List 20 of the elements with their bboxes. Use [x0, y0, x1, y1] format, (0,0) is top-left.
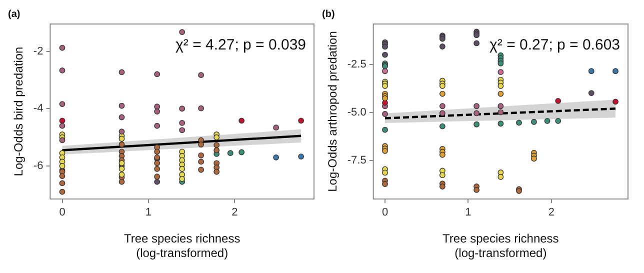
x-tick-label: 1	[145, 206, 152, 219]
annotation: χ² = 0.27; p = 0.603	[490, 36, 620, 54]
y-axis-title: Log-Odds arthropod predation	[326, 31, 340, 192]
y-tick-label: -5.0	[347, 106, 366, 118]
y-tick-label: -6	[33, 160, 44, 172]
x-tick-label: 2	[232, 206, 238, 219]
chart-title: (a)	[8, 8, 20, 20]
x-axis-title: Tree species richness (log-transformed)	[124, 232, 240, 260]
y-tick-label: -7.5	[347, 154, 366, 167]
y-tick-label: -2	[33, 45, 44, 58]
x-tick-label: 2	[548, 206, 554, 219]
x-tick-label: 0	[59, 206, 66, 219]
annotation: χ² = 4.27; p = 0.039	[176, 36, 306, 54]
y-tick-label: -4	[33, 102, 44, 115]
x-axis-title: Tree species richness (log-transformed)	[442, 232, 559, 260]
y-axis-title: Log-Odds bird predation	[12, 46, 26, 176]
chart-title: (b)	[322, 8, 335, 20]
y-tick-label: -2.5	[347, 58, 366, 70]
x-tick-label: 0	[382, 206, 388, 219]
x-tick-label: 1	[465, 206, 472, 219]
